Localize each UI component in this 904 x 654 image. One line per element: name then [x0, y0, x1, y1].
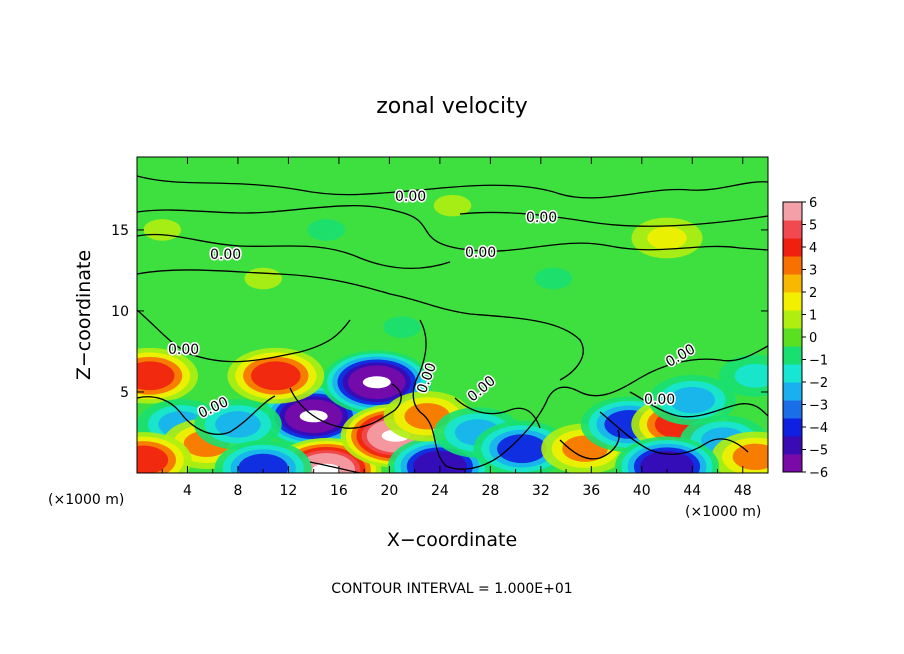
colorbar-swatch — [783, 292, 802, 311]
chart-title: zonal velocity — [376, 94, 528, 119]
colorbar-tick-label: 4 — [809, 241, 817, 256]
colorbar-swatch — [783, 256, 802, 275]
colorbar-swatch — [783, 418, 802, 437]
colorbar-swatch — [783, 238, 802, 257]
x-tick-label: 20 — [380, 483, 398, 499]
colorbar-swatch — [783, 346, 802, 365]
x-tick-label: 16 — [330, 483, 348, 499]
colorbar-swatch — [783, 202, 802, 221]
heatmap-cell — [238, 453, 288, 473]
x-tick-label: 44 — [683, 483, 701, 499]
contour-label: 0.00 — [395, 189, 426, 205]
heatmap-cell — [383, 316, 421, 338]
colorbar-swatch — [783, 454, 802, 473]
colorbar-swatch — [783, 274, 802, 293]
x-tick-label: 32 — [532, 483, 550, 499]
contour-interval-footer: CONTOUR INTERVAL = 1.000E+01 — [331, 581, 572, 597]
heatmap-cell — [307, 219, 346, 241]
colorbar-tick-label: 5 — [809, 219, 817, 234]
heatmap-cell — [433, 194, 472, 217]
contour-label: 0.00 — [210, 247, 241, 263]
colorbar-tick-label: −3 — [809, 399, 828, 414]
heatmap-cell — [732, 443, 768, 470]
colorbar: 6 5 4 3 2 1 0 −1 −2 −3 −4 −5 −6 — [782, 196, 828, 481]
heatmap-field — [137, 157, 768, 473]
heatmap-cell — [534, 267, 573, 290]
heatmap-cell — [137, 445, 169, 473]
x-tick-label: 48 — [734, 483, 752, 499]
y-axis-label: Z−coordinate — [73, 250, 95, 380]
colorbar-tick-label: −2 — [809, 376, 828, 391]
contour-label: 0.00 — [465, 245, 496, 261]
x-tick-label: 12 — [280, 483, 298, 499]
x-tick-label: 36 — [582, 483, 600, 499]
x-tick-label: 28 — [481, 483, 499, 499]
colorbar-swatch — [783, 310, 802, 329]
x-tick-label: 40 — [633, 483, 651, 499]
x-tick-label: 8 — [233, 483, 242, 499]
x-tick-label: 24 — [431, 483, 449, 499]
heatmap-cell — [312, 463, 341, 473]
y-tick-label: 5 — [120, 385, 129, 401]
colorbar-swatch — [783, 436, 802, 455]
heatmap-cell — [143, 219, 182, 241]
colorbar-tick-label: −4 — [809, 421, 828, 436]
y-tick-label: 10 — [111, 304, 129, 320]
heatmap-cell — [362, 376, 391, 389]
heatmap-cell — [640, 450, 694, 473]
x-tick-label: 4 — [183, 483, 192, 499]
heatmap-cell — [413, 450, 467, 473]
plot-frame — [136, 156, 769, 474]
y-tick-label: 15 — [111, 223, 129, 239]
heatmap-cell — [734, 363, 768, 388]
x-unit-label-right: (×1000 m) — [685, 504, 761, 520]
heatmap-cell — [251, 361, 301, 391]
x-axis: 4 8 12 16 20 24 28 32 36 40 44 48 — [161, 157, 752, 499]
heatmap-cell — [647, 226, 687, 250]
x-unit-label-left: (×1000 m) — [48, 492, 124, 508]
heatmap-cell — [244, 267, 282, 290]
colorbar-tick-label: 0 — [809, 331, 817, 346]
colorbar-tick-label: 6 — [809, 196, 817, 211]
colorbar-tick-label: 2 — [809, 286, 817, 301]
contour-label: 0.00 — [168, 342, 199, 358]
heatmap-cell — [669, 386, 716, 414]
contour-label: 0.00 — [644, 392, 675, 408]
heatmap-cell — [497, 434, 547, 464]
colorbar-tick-label: −1 — [809, 354, 828, 369]
colorbar-swatch — [783, 364, 802, 383]
heatmap-cell — [137, 361, 175, 391]
colorbar-tick-label: −6 — [809, 466, 828, 481]
colorbar-tick-label: −5 — [809, 444, 828, 459]
colorbar-tick-label: 1 — [809, 309, 817, 324]
colorbar-swatch — [783, 400, 802, 419]
colorbar-swatch — [783, 220, 802, 239]
colorbar-tick-label: 3 — [809, 264, 817, 279]
x-axis-label: X−coordinate — [387, 529, 517, 551]
y-axis: 5 10 15 — [111, 223, 768, 401]
zero-contour-lines — [137, 175, 768, 473]
colorbar-swatch — [783, 328, 802, 347]
contour-label: 0.00 — [526, 210, 557, 226]
heatmap-cell — [297, 452, 356, 473]
colorbar-swatch — [783, 382, 802, 401]
